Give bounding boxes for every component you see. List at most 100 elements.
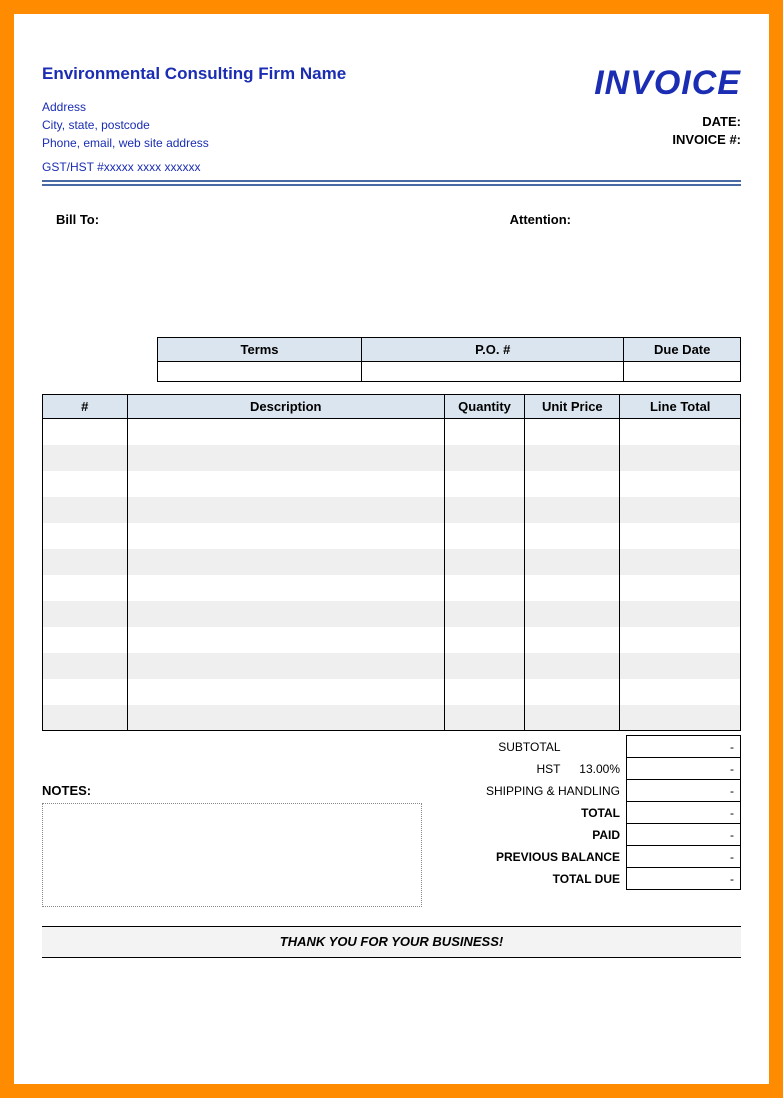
meta-block: DATE: INVOICE #: — [594, 113, 741, 149]
prev-balance-label: PREVIOUS BALANCE — [387, 846, 627, 868]
line-cell[interactable] — [444, 601, 524, 627]
table-row — [43, 653, 741, 679]
line-cell[interactable] — [620, 627, 741, 653]
terms-cell-terms[interactable] — [158, 362, 362, 382]
line-cell[interactable] — [444, 419, 524, 445]
line-cell[interactable] — [444, 705, 524, 731]
totals-table: SUBTOTAL - HST 13.00% - SHIPPING & HANDL… — [387, 735, 742, 890]
line-cell[interactable] — [43, 627, 128, 653]
address-block: Address City, state, postcode Phone, ema… — [42, 98, 346, 152]
table-row — [43, 497, 741, 523]
line-cell[interactable] — [620, 523, 741, 549]
line-cell[interactable] — [525, 705, 620, 731]
line-cell[interactable] — [444, 575, 524, 601]
total-due-value: - — [627, 868, 741, 890]
line-cell[interactable] — [43, 445, 128, 471]
line-cell[interactable] — [127, 419, 444, 445]
line-cell[interactable] — [127, 575, 444, 601]
line-cell[interactable] — [444, 679, 524, 705]
line-cell[interactable] — [525, 471, 620, 497]
table-row — [43, 471, 741, 497]
line-cell[interactable] — [525, 679, 620, 705]
hst-value: - — [627, 758, 741, 780]
line-cell[interactable] — [620, 419, 741, 445]
line-cell[interactable] — [127, 497, 444, 523]
line-header-price: Unit Price — [525, 395, 620, 419]
hst-pct: 13.00% — [567, 758, 627, 780]
line-cell[interactable] — [525, 575, 620, 601]
line-cell[interactable] — [43, 679, 128, 705]
bill-row: Bill To: Attention: — [42, 212, 741, 227]
line-cell[interactable] — [444, 471, 524, 497]
line-cell[interactable] — [127, 653, 444, 679]
line-cell[interactable] — [127, 523, 444, 549]
prev-balance-value: - — [627, 846, 741, 868]
line-cell[interactable] — [525, 601, 620, 627]
line-cell[interactable] — [127, 549, 444, 575]
table-row — [43, 679, 741, 705]
line-cell[interactable] — [525, 497, 620, 523]
thanks-wrap: THANK YOU FOR YOUR BUSINESS! — [42, 926, 741, 958]
line-cell[interactable] — [43, 653, 128, 679]
line-cell[interactable] — [127, 705, 444, 731]
invoice-page: Environmental Consulting Firm Name Addre… — [14, 14, 769, 1084]
line-header-num: # — [43, 395, 128, 419]
line-cell[interactable] — [525, 419, 620, 445]
line-cell[interactable] — [620, 679, 741, 705]
terms-header-po: P.O. # — [362, 338, 624, 362]
line-cell[interactable] — [620, 471, 741, 497]
line-items-table: # Description Quantity Unit Price Line T… — [42, 394, 741, 731]
line-cell[interactable] — [43, 705, 128, 731]
line-cell[interactable] — [444, 497, 524, 523]
table-row — [43, 523, 741, 549]
line-cell[interactable] — [444, 523, 524, 549]
divider — [42, 180, 741, 186]
subtotal-value: - — [627, 736, 741, 758]
line-header-qty: Quantity — [444, 395, 524, 419]
line-cell[interactable] — [127, 471, 444, 497]
notes-box[interactable] — [42, 803, 422, 907]
total-label: TOTAL — [387, 802, 627, 824]
table-row — [43, 445, 741, 471]
line-cell[interactable] — [43, 523, 128, 549]
line-cell[interactable] — [525, 549, 620, 575]
line-cell[interactable] — [43, 601, 128, 627]
line-items-body — [43, 419, 741, 731]
line-cell[interactable] — [620, 575, 741, 601]
header-row: Environmental Consulting Firm Name Addre… — [42, 64, 741, 174]
date-label: DATE: — [594, 113, 741, 131]
line-cell[interactable] — [127, 445, 444, 471]
line-cell[interactable] — [43, 471, 128, 497]
line-cell[interactable] — [127, 601, 444, 627]
line-header-desc: Description — [127, 395, 444, 419]
address-line-3: Phone, email, web site address — [42, 134, 346, 152]
table-row — [43, 419, 741, 445]
terms-cell-due[interactable] — [624, 362, 741, 382]
line-cell[interactable] — [43, 497, 128, 523]
line-cell[interactable] — [620, 601, 741, 627]
line-cell[interactable] — [620, 497, 741, 523]
terms-header-due: Due Date — [624, 338, 741, 362]
line-cell[interactable] — [620, 705, 741, 731]
line-cell[interactable] — [43, 575, 128, 601]
line-cell[interactable] — [444, 653, 524, 679]
line-cell[interactable] — [444, 445, 524, 471]
line-cell[interactable] — [620, 653, 741, 679]
line-cell[interactable] — [127, 679, 444, 705]
table-row — [43, 601, 741, 627]
gst-line: GST/HST #xxxxx xxxx xxxxxx — [42, 160, 346, 174]
line-cell[interactable] — [444, 627, 524, 653]
line-cell[interactable] — [43, 549, 128, 575]
line-cell[interactable] — [620, 445, 741, 471]
line-cell[interactable] — [127, 627, 444, 653]
line-cell[interactable] — [620, 549, 741, 575]
line-cell[interactable] — [525, 653, 620, 679]
line-cell[interactable] — [525, 523, 620, 549]
subtotal-label: SUBTOTAL — [387, 736, 567, 758]
total-due-label: TOTAL DUE — [387, 868, 627, 890]
line-cell[interactable] — [525, 445, 620, 471]
line-cell[interactable] — [525, 627, 620, 653]
terms-cell-po[interactable] — [362, 362, 624, 382]
line-cell[interactable] — [43, 419, 128, 445]
line-cell[interactable] — [444, 549, 524, 575]
